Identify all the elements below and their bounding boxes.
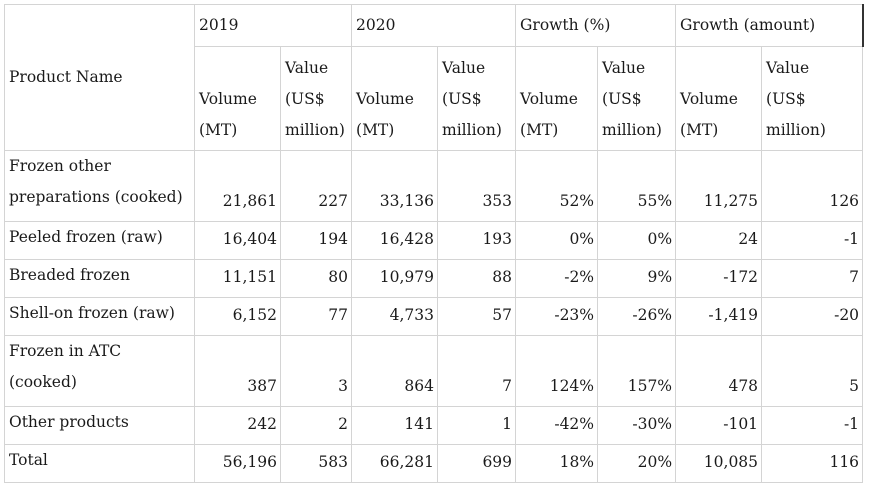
growth-volume-percent-cell: -42% <box>515 406 599 445</box>
volume-2020-cell: 141 <box>351 406 439 445</box>
value-2019-cell: 77 <box>279 297 353 336</box>
growth-volume-amount-cell: 478 <box>675 335 763 407</box>
growth-value-percent-cell: 157% <box>597 335 677 407</box>
growth-volume-percent-cell: -23% <box>515 297 599 336</box>
volume-header: Volume (MT) <box>515 46 599 151</box>
growth-volume-amount-cell: 24 <box>675 221 763 260</box>
value-2020-cell: 1 <box>437 406 517 445</box>
growth-volume-percent-cell: 18% <box>515 444 599 483</box>
volume-header: Volume (MT) <box>351 46 439 151</box>
product-name-cell: Frozen in ATC (cooked) <box>4 335 195 407</box>
value-2019-cell: 583 <box>279 444 353 483</box>
growth-volume-percent-cell: 124% <box>515 335 599 407</box>
product-name-cell: Breaded frozen <box>4 259 195 298</box>
product-name-cell: Frozen other preparations (cooked) <box>4 150 195 222</box>
value-header: Value (US$ million) <box>597 46 677 151</box>
value-2020-cell: 699 <box>437 444 517 483</box>
value-2020-cell: 57 <box>437 297 517 336</box>
growth-value-amount-cell: -20 <box>761 297 864 336</box>
volume-2019-cell: 21,861 <box>194 150 281 222</box>
value-2020-cell: 7 <box>437 335 517 407</box>
growth-value-amount-cell: 5 <box>761 335 864 407</box>
growth-value-amount-cell: -1 <box>761 406 864 445</box>
year-2020-header: 2020 <box>351 4 517 47</box>
growth-value-percent-cell: -30% <box>597 406 677 445</box>
growth-value-percent-cell: 20% <box>597 444 677 483</box>
growth-amount-header: Growth (amount) <box>675 4 864 47</box>
value-header: Value (US$ million) <box>437 46 517 151</box>
volume-2020-cell: 16,428 <box>351 221 439 260</box>
product-name-header: Product Name <box>4 4 195 151</box>
growth-value-amount-cell: 7 <box>761 259 864 298</box>
value-2020-cell: 353 <box>437 150 517 222</box>
volume-2019-cell: 6,152 <box>194 297 281 336</box>
table-row: Other products 242 2 141 1 -42% -30% -10… <box>4 406 864 445</box>
growth-value-percent-cell: 55% <box>597 150 677 222</box>
growth-value-percent-cell: 9% <box>597 259 677 298</box>
header-row-top: Product Name 2019 2020 Growth (%) Growth… <box>4 4 864 151</box>
table-row: Shell-on frozen (raw) 6,152 77 4,733 57 … <box>4 297 864 336</box>
volume-2020-cell: 864 <box>351 335 439 407</box>
product-name-cell: Other products <box>4 406 195 445</box>
growth-value-amount-cell: 116 <box>761 444 864 483</box>
growth-volume-amount-cell: -101 <box>675 406 763 445</box>
growth-volume-amount-cell: 10,085 <box>675 444 763 483</box>
value-header: Value (US$ million) <box>761 46 864 151</box>
growth-value-amount-cell: 126 <box>761 150 864 222</box>
table-row: Frozen other preparations (cooked) 21,861… <box>4 150 864 222</box>
value-2019-cell: 194 <box>279 221 353 260</box>
growth-volume-percent-cell: 52% <box>515 150 599 222</box>
value-2020-cell: 193 <box>437 221 517 260</box>
growth-value-amount-cell: -1 <box>761 221 864 260</box>
growth-volume-percent-cell: -2% <box>515 259 599 298</box>
volume-header: Volume (MT) <box>675 46 763 151</box>
header-row-sub: Volume (MT) Value (US$ million) Volume (MT) … <box>5 46 864 151</box>
growth-volume-percent-cell: 0% <box>515 221 599 260</box>
volume-2020-cell: 66,281 <box>351 444 439 483</box>
volume-2019-cell: 11,151 <box>194 259 281 298</box>
value-2019-cell: 3 <box>279 335 353 407</box>
table-row: Breaded frozen 11,151 80 10,979 88 -2% 9… <box>4 259 864 298</box>
growth-volume-amount-cell: 11,275 <box>675 150 763 222</box>
value-header: Value (US$ million) <box>279 46 353 151</box>
year-2019-header: 2019 <box>193 4 353 47</box>
product-name-cell: Total <box>4 444 195 483</box>
growth-value-percent-cell: 0% <box>597 221 677 260</box>
growth-percent-header: Growth (%) <box>515 4 677 47</box>
volume-header: Volume (MT) <box>194 46 281 151</box>
product-name-cell: Shell-on frozen (raw) <box>4 297 195 336</box>
table-row: Peeled frozen (raw) 16,404 194 16,428 19… <box>4 221 864 260</box>
value-2019-cell: 2 <box>279 406 353 445</box>
volume-2019-cell: 242 <box>194 406 281 445</box>
volume-2020-cell: 10,979 <box>351 259 439 298</box>
volume-2019-cell: 387 <box>194 335 281 407</box>
volume-2020-cell: 33,136 <box>351 150 439 222</box>
volume-2020-cell: 4,733 <box>351 297 439 336</box>
volume-2019-cell: 16,404 <box>194 221 281 260</box>
product-name-cell: Peeled frozen (raw) <box>4 221 195 260</box>
table-row-total: Total 56,196 583 66,281 699 18% 20% 10,0… <box>4 444 864 483</box>
value-2019-cell: 80 <box>279 259 353 298</box>
growth-volume-amount-cell: -1,419 <box>675 297 763 336</box>
growth-volume-amount-cell: -172 <box>675 259 763 298</box>
shrimp-export-table: Product Name 2019 2020 Growth (%) Growth… <box>4 4 864 483</box>
volume-2019-cell: 56,196 <box>194 444 281 483</box>
table-row: Frozen in ATC (cooked) 387 3 864 7 124% 1… <box>4 335 864 407</box>
growth-value-percent-cell: -26% <box>597 297 677 336</box>
value-2019-cell: 227 <box>279 150 353 222</box>
value-2020-cell: 88 <box>437 259 517 298</box>
